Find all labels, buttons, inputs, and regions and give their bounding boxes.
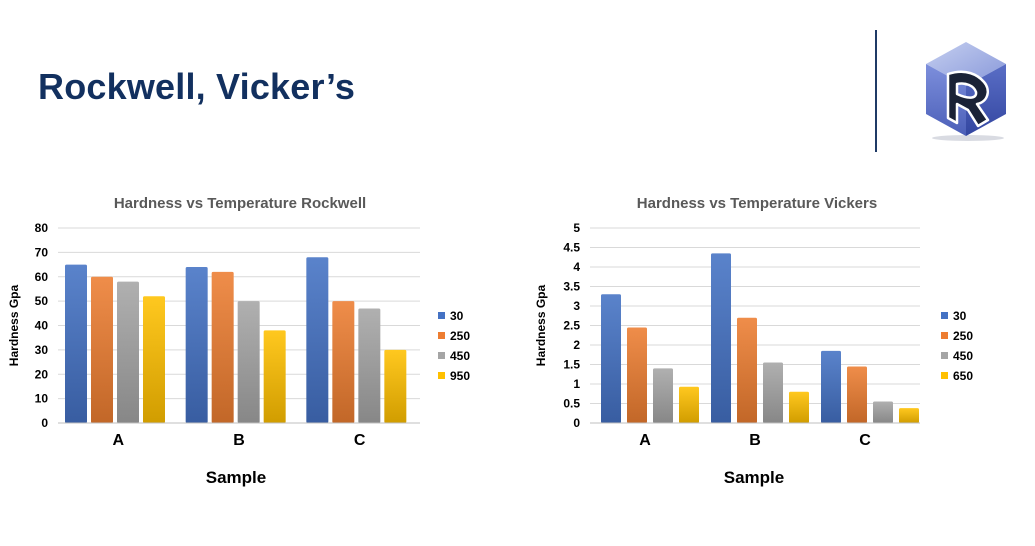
bar-C-250 <box>332 301 355 423</box>
chart-rockwell: Hardness vs Temperature Rockwell 0 10 20 30 4… <box>7 195 470 487</box>
legend-swatch <box>941 312 948 319</box>
y-axis-label: Hardness Gpa <box>7 284 21 366</box>
y-tick-label: 0 <box>573 416 580 430</box>
y-tick-label: 20 <box>35 367 49 381</box>
bar-A-650 <box>679 386 699 423</box>
y-tick-label: 0 <box>41 416 48 430</box>
bar-B-950 <box>263 330 286 423</box>
legend-label: 30 <box>450 309 464 323</box>
bar-B-30 <box>185 267 208 423</box>
legend-label: 650 <box>953 369 973 383</box>
y-tick-label: 2 <box>573 338 580 352</box>
chart-title: Hardness vs Temperature Rockwell <box>114 195 366 212</box>
legend-swatch <box>438 312 445 319</box>
legend-swatch <box>438 332 445 339</box>
legend-label: 250 <box>953 329 973 343</box>
chart-vickers: Hardness vs Temperature Vickers 0 0.5 1 1.5 2… <box>534 195 973 487</box>
bar-C-450 <box>358 308 381 423</box>
legend-swatch <box>941 372 948 379</box>
y-tick-label: 4 <box>573 260 580 274</box>
legend-swatch <box>941 352 948 359</box>
x-category-label: A <box>639 432 651 449</box>
x-category-label: C <box>859 432 871 449</box>
y-tick-label: 30 <box>35 343 49 357</box>
y-tick-label: 1 <box>573 377 580 391</box>
y-axis-label: Hardness Gpa <box>534 284 548 366</box>
x-axis-label: Sample <box>724 468 784 487</box>
y-tick-label: 2.5 <box>563 319 580 333</box>
bar-A-30 <box>65 264 87 423</box>
bar-A-450 <box>653 368 673 423</box>
bar-C-250 <box>847 366 867 423</box>
bar-C-30 <box>306 257 329 423</box>
legend-label: 450 <box>450 349 470 363</box>
y-tick-label: 80 <box>35 221 49 235</box>
legend-label: 250 <box>450 329 470 343</box>
bar-B-450 <box>763 362 783 423</box>
y-tick-label: 50 <box>35 294 49 308</box>
legend-label: 450 <box>953 349 973 363</box>
company-logo <box>926 42 1006 141</box>
bar-A-950 <box>143 296 165 423</box>
y-tick-label: 70 <box>35 245 49 259</box>
bar-B-250 <box>211 271 234 423</box>
x-category-label: C <box>354 432 366 449</box>
bar-B-650 <box>789 391 809 423</box>
y-tick-label: 1.5 <box>563 358 580 372</box>
bar-A-30 <box>601 294 621 423</box>
legend-swatch <box>438 372 445 379</box>
y-tick-label: 0.5 <box>563 397 580 411</box>
bar-A-450 <box>117 281 139 423</box>
header-divider <box>875 30 877 152</box>
legend-label: 950 <box>450 369 470 383</box>
legend-swatch <box>438 352 445 359</box>
bar-C-30 <box>821 350 841 423</box>
bar-C-450 <box>873 401 893 423</box>
y-tick-label: 10 <box>35 392 49 406</box>
bar-B-450 <box>237 301 260 423</box>
slide-title: Rockwell, Vicker’s <box>38 66 356 107</box>
x-category-label: B <box>233 432 245 449</box>
bar-C-650 <box>899 408 919 423</box>
y-tick-label: 40 <box>35 319 49 333</box>
legend-swatch <box>941 332 948 339</box>
y-tick-label: 4.5 <box>563 241 580 255</box>
y-tick-label: 60 <box>35 270 49 284</box>
chart-title: Hardness vs Temperature Vickers <box>637 195 877 212</box>
bar-A-250 <box>627 327 647 423</box>
x-category-label: B <box>749 432 761 449</box>
y-tick-label: 5 <box>573 221 580 235</box>
bar-C-950 <box>384 349 407 423</box>
x-category-label: A <box>113 432 125 449</box>
legend-label: 30 <box>953 309 967 323</box>
x-axis-label: Sample <box>206 468 266 487</box>
y-tick-label: 3 <box>573 299 580 313</box>
bar-A-250 <box>91 276 113 423</box>
bar-B-30 <box>711 253 731 423</box>
bar-B-250 <box>737 317 757 423</box>
y-tick-label: 3.5 <box>563 280 580 294</box>
